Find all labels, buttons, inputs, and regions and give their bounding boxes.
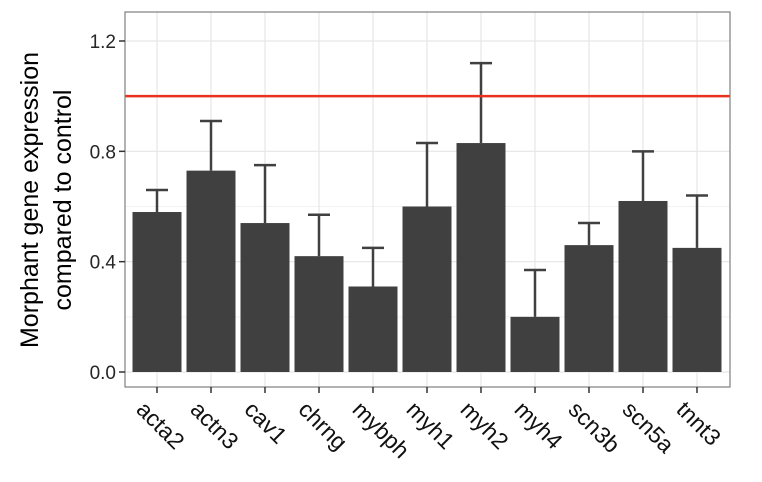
y-axis: 0.0 0.4 0.8 1.2 bbox=[90, 32, 125, 384]
y-tick-label: 0.4 bbox=[90, 253, 117, 274]
x-tick-label: myh4 bbox=[510, 396, 568, 454]
y-axis-label-line: compared to control bbox=[49, 90, 77, 311]
error-bars bbox=[146, 61, 708, 317]
bar-chrng bbox=[294, 256, 344, 372]
x-tick-label: mybph bbox=[348, 396, 415, 463]
bar-scn5a bbox=[618, 200, 668, 372]
x-tick-label: tnnt3 bbox=[672, 396, 727, 451]
x-tick-label: acta2 bbox=[132, 396, 190, 454]
y-tick-label: 1.2 bbox=[90, 32, 116, 53]
bar-myh2 bbox=[456, 143, 506, 372]
x-tick-label: cav1 bbox=[240, 396, 293, 449]
bar-scn3b bbox=[564, 245, 614, 372]
y-tick-label: 0.0 bbox=[90, 363, 116, 384]
bar-cav1 bbox=[240, 223, 290, 372]
y-tick-label: 0.8 bbox=[90, 142, 116, 163]
bar-mybph bbox=[348, 286, 398, 372]
y-axis-label: Morphant gene expression compared to cont… bbox=[16, 52, 77, 348]
x-tick-label: myh2 bbox=[456, 396, 514, 454]
bar-myh4 bbox=[510, 316, 560, 372]
bars bbox=[132, 143, 722, 372]
y-axis-label-line: Morphant gene expression bbox=[16, 52, 44, 348]
bar-tnnt3 bbox=[672, 247, 722, 372]
x-tick-label: scn3b bbox=[564, 396, 626, 458]
bar-acta2 bbox=[132, 212, 182, 372]
x-tick-label: scn5a bbox=[618, 396, 680, 458]
bar-actn3 bbox=[186, 170, 236, 372]
x-tick-label: chrng bbox=[294, 396, 353, 455]
x-tick-label: actn3 bbox=[186, 396, 244, 454]
bar-myh1 bbox=[402, 206, 452, 372]
